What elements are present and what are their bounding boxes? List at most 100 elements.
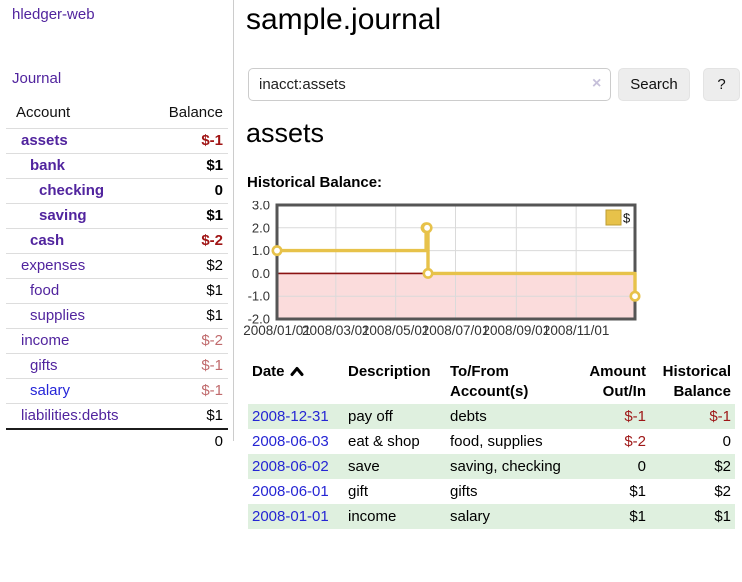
- account-row: cash $-2: [6, 228, 228, 254]
- search-button[interactable]: Search: [618, 68, 690, 101]
- account-row: supplies $1: [6, 303, 228, 329]
- accounts-col-account: Account: [16, 104, 71, 121]
- register-col-date[interactable]: Date: [248, 360, 344, 404]
- account-balance: $-1: [201, 357, 223, 374]
- chart-x-tick-label: 2008/01/01: [243, 323, 311, 338]
- sidebar-item-journal[interactable]: Journal: [12, 70, 62, 87]
- chart-plot-border: [275, 203, 637, 321]
- transaction-date-link[interactable]: 2008-12-31: [252, 408, 329, 425]
- account-balance: 0: [214, 182, 223, 199]
- account-balance: $-1: [201, 382, 223, 399]
- register-col-balance: Historical Balance: [662, 363, 731, 400]
- register-col-amount: Amount Out/In: [589, 363, 646, 400]
- register-row: 2008-06-01 gift gifts $1 $2: [248, 479, 735, 504]
- sidebar-account-link[interactable]: bank: [30, 157, 66, 174]
- account-row: bank $1: [6, 153, 228, 179]
- sidebar-account-link[interactable]: assets: [21, 132, 68, 149]
- transaction-date-link[interactable]: 2008-01-01: [252, 508, 329, 525]
- transaction-date-link[interactable]: 2008-06-03: [252, 433, 329, 450]
- chart-y-tick-label: 3.0: [252, 201, 270, 213]
- register-col-date-label: Date: [252, 363, 285, 380]
- transaction-date-link[interactable]: 2008-06-02: [252, 458, 329, 475]
- account-balance: $1: [206, 157, 223, 174]
- chart-marker: [271, 245, 283, 257]
- account-row: food $1: [6, 278, 228, 304]
- account-balance: $1: [206, 207, 223, 224]
- chart-legend-label: $: [623, 211, 631, 226]
- account-balance: $2: [206, 257, 223, 274]
- chart-x-tick-label: 2008/05/01: [362, 323, 430, 338]
- transaction-balance: $1: [714, 508, 731, 525]
- chart-marker: [629, 290, 641, 302]
- transaction-accounts: gifts: [450, 483, 478, 500]
- accounts-table: Account Balance assets $-1 bank $1 checking 0…: [6, 100, 228, 454]
- account-heading: assets: [246, 118, 325, 148]
- account-row: checking 0: [6, 178, 228, 204]
- transaction-description: eat & shop: [348, 433, 420, 450]
- chart-title: Historical Balance:: [247, 174, 383, 191]
- sidebar-account-link[interactable]: food: [30, 282, 60, 299]
- transaction-balance: 0: [722, 433, 731, 450]
- transaction-accounts: saving, checking: [450, 458, 561, 475]
- account-row: gifts $-1: [6, 353, 228, 379]
- account-row: liabilities:debts $1: [6, 403, 228, 430]
- sidebar-account-link[interactable]: checking: [39, 182, 105, 199]
- account-balance: $-2: [201, 332, 223, 349]
- sidebar-account-link[interactable]: gifts: [30, 357, 58, 374]
- register-row: 2008-01-01 income salary $1 $1: [248, 504, 735, 529]
- search-input[interactable]: [248, 68, 611, 101]
- account-balance: $1: [206, 282, 223, 299]
- sidebar-account-link[interactable]: liabilities:debts: [21, 407, 119, 424]
- sort-ascending-icon: [290, 367, 304, 376]
- transaction-balance: $-1: [709, 408, 731, 425]
- account-balance: $1: [206, 307, 223, 324]
- transaction-balance: $2: [714, 483, 731, 500]
- transaction-amount: $-1: [624, 408, 646, 425]
- chart-marker: [422, 267, 434, 279]
- sidebar-divider: [233, 0, 234, 441]
- chart-x-tick-label: 2008/11/01: [543, 323, 610, 338]
- account-balance: $-2: [201, 232, 223, 249]
- account-balance: $1: [206, 407, 223, 424]
- transaction-description: income: [348, 508, 397, 525]
- chart-y-tick-label: 1.0: [252, 243, 270, 258]
- clear-search-icon[interactable]: ×: [592, 75, 602, 92]
- sidebar-account-link[interactable]: cash: [30, 232, 65, 249]
- register-col-accounts: To/From Account(s): [450, 363, 529, 400]
- chart-x-tick-label: 2008/03/01: [302, 323, 370, 338]
- account-row: saving $1: [6, 203, 228, 229]
- transaction-description: save: [348, 458, 380, 475]
- register-row: 2008-06-03 eat & shop food, supplies $-2 0: [248, 429, 735, 454]
- help-button[interactable]: ?: [703, 68, 740, 101]
- register-header-row: Date Description To/From Account(s) Amou…: [248, 360, 735, 404]
- sidebar-account-link[interactable]: supplies: [30, 307, 86, 324]
- register-col-description: Description: [348, 363, 431, 380]
- transaction-accounts: debts: [450, 408, 487, 425]
- chart-marker: [421, 222, 433, 234]
- historical-balance-chart: $3.0 2.0 1.0 0.0 -1.0 -2.0 2008/01/01 2008/03/0…: [240, 201, 642, 343]
- account-row: income $-2: [6, 328, 228, 354]
- account-row: assets $-1: [6, 128, 228, 154]
- chart-legend-swatch: [605, 209, 622, 226]
- chart-y-tick-label: -1.0: [248, 289, 270, 304]
- sidebar-account-link[interactable]: expenses: [21, 257, 86, 274]
- sidebar-account-link[interactable]: salary: [30, 382, 71, 399]
- chart-y-tick-label: 2.0: [252, 220, 270, 235]
- app-title-link[interactable]: hledger-web: [12, 6, 95, 23]
- accounts-total-row: 0: [6, 429, 228, 454]
- transaction-date-link[interactable]: 2008-06-01: [252, 483, 329, 500]
- accounts-total-value: 0: [214, 433, 223, 450]
- chart-x-tick-label: 2008/07/01: [422, 323, 490, 338]
- transaction-description: gift: [348, 483, 369, 500]
- chart-y-tick-label: -2.0: [248, 312, 270, 327]
- transaction-amount: $-2: [624, 433, 646, 450]
- register-table: Date Description To/From Account(s) Amou…: [248, 360, 735, 529]
- transaction-accounts: food, supplies: [450, 433, 543, 450]
- account-row: expenses $2: [6, 253, 228, 279]
- sidebar-account-link[interactable]: income: [21, 332, 70, 349]
- sidebar-account-link[interactable]: saving: [39, 207, 87, 224]
- register-row: 2008-12-31 pay off debts $-1 $-1: [248, 404, 735, 429]
- chart-x-tick-label: 2008/09/01: [483, 323, 551, 338]
- transaction-amount: $1: [629, 508, 646, 525]
- chart-y-tick-label: 0.0: [252, 266, 270, 281]
